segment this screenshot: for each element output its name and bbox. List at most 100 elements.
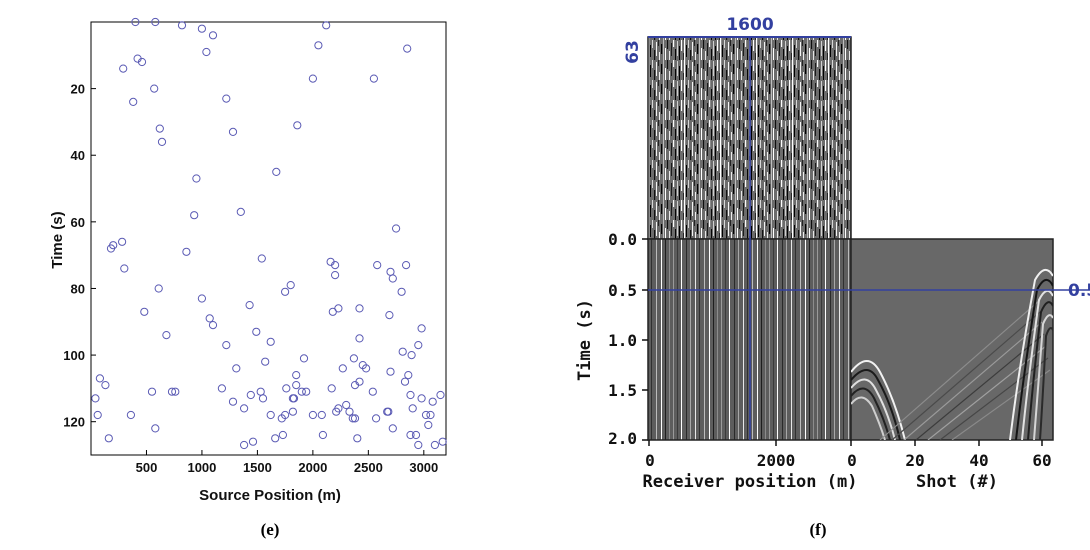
scatter-point [155,124,164,133]
scatter-point [414,341,423,350]
scatter-point [150,84,159,93]
scatter-point [197,294,206,303]
scatter-point [140,307,149,316]
scatter-point [245,301,254,310]
scatter-point [240,404,249,413]
scatter-point [147,387,157,396]
scatter-point [407,351,416,360]
scatter-point [348,414,357,423]
scatter-point [411,430,421,440]
scatter-point [257,254,266,263]
scatter-point [248,437,258,446]
scatter-point [302,387,311,396]
scatter-y-tick: 80 [71,281,85,296]
scatter-point [349,354,358,363]
scatter-x-tick: 500 [136,460,158,475]
scatter-point [373,261,382,270]
scatter-point [131,17,140,27]
scatter-point [403,44,412,53]
scatter-point [288,407,297,416]
scatter-point [417,324,426,333]
receiver-x-label: Receiver position (m) [643,472,858,492]
scatter-panel: 500 1000 1500 2000 2500 3000 20 40 60 80 100 120 S… [49,17,447,539]
scatter-point [428,397,437,406]
scatter-point [338,364,347,373]
scatter-y-tick: 40 [71,148,85,163]
seismic-y-tick: 2.0 [608,429,637,448]
scatter-point [240,440,249,450]
scatter-point [266,337,275,346]
caption-f: (f) [810,520,827,539]
scatter-point [95,374,105,383]
scatter-point [385,311,394,320]
scatter-x-tick: 1000 [187,460,216,475]
scatter-point [205,314,214,323]
scatter-point [384,407,393,416]
scatter-point [327,384,336,393]
crosshair-corner-label: 63 [623,40,643,64]
seismic-y-tick: 0.0 [608,230,637,249]
scatter-point [438,437,447,446]
scatter-point [217,384,226,393]
scatter-plot-frame [90,21,447,456]
scatter-y-tick: 60 [71,215,85,230]
scatter-point [197,24,206,33]
scatter-point [368,387,377,396]
scatter-x-label: Source Position (m) [199,487,341,504]
scatter-point [261,357,270,366]
seismic-y-axis: 0.0 0.5 1.0 1.5 2.0 [608,230,648,448]
scatter-point [426,410,435,420]
seismic-y-tick: 1.0 [608,331,637,350]
scatter-point [228,397,238,406]
scatter-point [424,420,433,430]
scatter-point [386,367,395,376]
scatter-point [331,271,340,280]
scatter-point [154,284,163,293]
scatter-point [228,127,238,136]
scatter-point [119,64,128,73]
scatter-point [281,287,290,296]
shot-x-tick: 20 [905,451,924,470]
scatter-point [404,371,413,380]
scatter-point [93,410,102,420]
shot-x-label: Shot (#) [916,472,998,492]
scatter-point [151,424,160,433]
scatter-point [232,364,241,373]
scatter-point [400,377,410,386]
scatter-point [177,21,187,30]
scatter-point [151,17,160,27]
scatter-y-tick: 100 [63,348,85,363]
scatter-point [388,424,397,433]
scatter-point [372,414,381,423]
scatter-point [157,137,167,146]
scatter-point [350,414,360,423]
scatter-point [277,414,286,423]
scatter-point [328,307,337,316]
scatter-x-tick: 3000 [409,460,438,475]
scatter-point [192,174,201,183]
scatter-point [355,304,364,313]
scatter-point [436,390,445,400]
scatter-point [406,390,415,400]
scatter-point [358,361,367,370]
scatter-point [271,434,280,443]
scatter-point [408,404,417,413]
scatter-point [293,121,302,130]
scatter-x-tick: 2500 [354,460,383,475]
scatter-point [286,281,295,290]
scatter-point [355,377,364,386]
scatter-point [208,31,218,40]
scatter-point [101,381,110,390]
scatter-point [292,381,301,390]
scatter-point [126,410,135,420]
seismic-y-label: Time (s) [575,299,595,381]
scatter-point [167,387,177,396]
scatter-point [297,387,306,396]
scatter-point [386,267,395,276]
receiver-x-tick: 2000 [757,451,796,470]
scatter-point [322,21,331,30]
scatter-point [272,167,281,176]
scatter-x-axis: 500 1000 1500 2000 2500 3000 [136,450,438,475]
scatter-point [208,321,218,330]
scatter-point [353,434,362,443]
